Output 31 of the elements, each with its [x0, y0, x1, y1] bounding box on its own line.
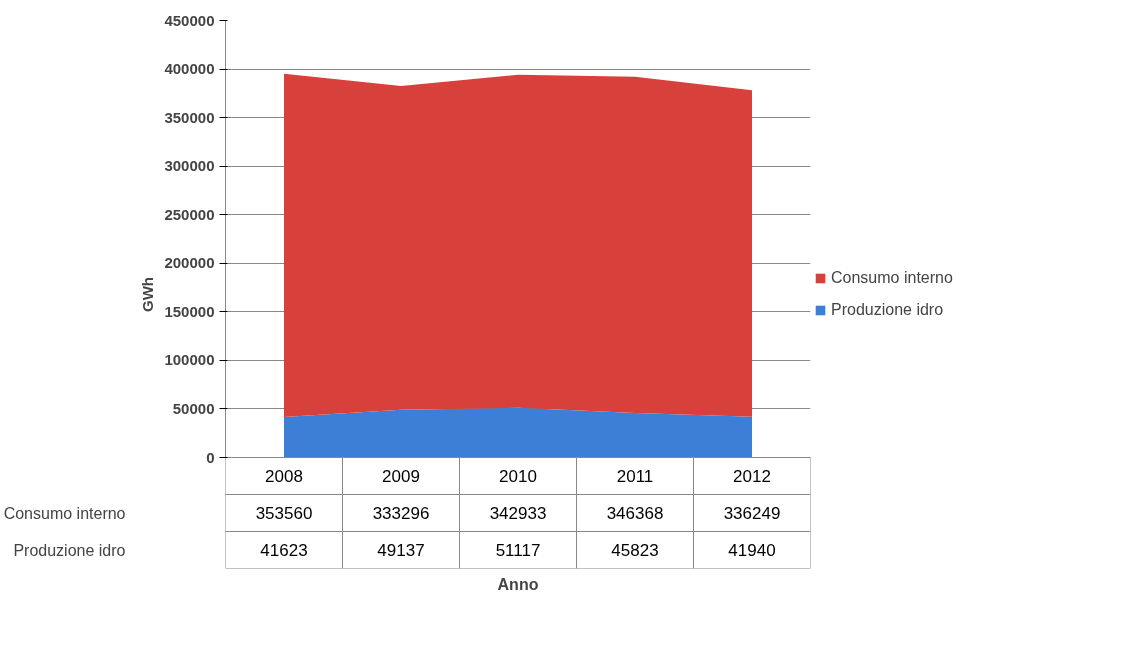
data-label: 353560 [255, 504, 313, 523]
text: Consumo interno [3, 504, 126, 522]
data-label: 45823 [611, 541, 659, 560]
y-tick-label: 250000 [164, 205, 215, 223]
y-tick-label: 200000 [164, 254, 215, 272]
x-tick-label: 2012 [733, 467, 771, 486]
x-tick-label: 2008 [265, 467, 303, 486]
y-tick-label: 300000 [164, 157, 215, 175]
y-tick-label: 50000 [172, 399, 215, 417]
data-label: 342933 [489, 504, 547, 523]
y-tick-label: 100000 [164, 351, 215, 369]
x-tick-label: 2009 [382, 467, 420, 486]
data-label: 333296 [372, 504, 430, 523]
x-tick-label: 2011 [616, 467, 654, 486]
y-axis-title: GWh [139, 276, 157, 312]
y-tick-label: 400000 [164, 60, 215, 78]
data-label: 346368 [606, 504, 664, 523]
y-tick-label: 450000 [164, 11, 215, 29]
text: Anno [497, 575, 539, 593]
legend-label: Produzione idro [831, 301, 944, 319]
text: Produzione idro [13, 541, 126, 559]
y-tick-label: 150000 [164, 302, 215, 320]
data-label: 41623 [260, 541, 308, 560]
y-tick-label: 0 [206, 448, 215, 466]
y-tick-label: 350000 [164, 108, 215, 126]
data-label: 51117 [495, 541, 541, 560]
data-label: 49137 [377, 541, 425, 560]
data-label: 41940 [728, 541, 776, 560]
data-label: 336249 [723, 504, 781, 523]
x-tick-label: 2010 [499, 467, 537, 486]
legend-label: Consumo interno [831, 269, 953, 287]
